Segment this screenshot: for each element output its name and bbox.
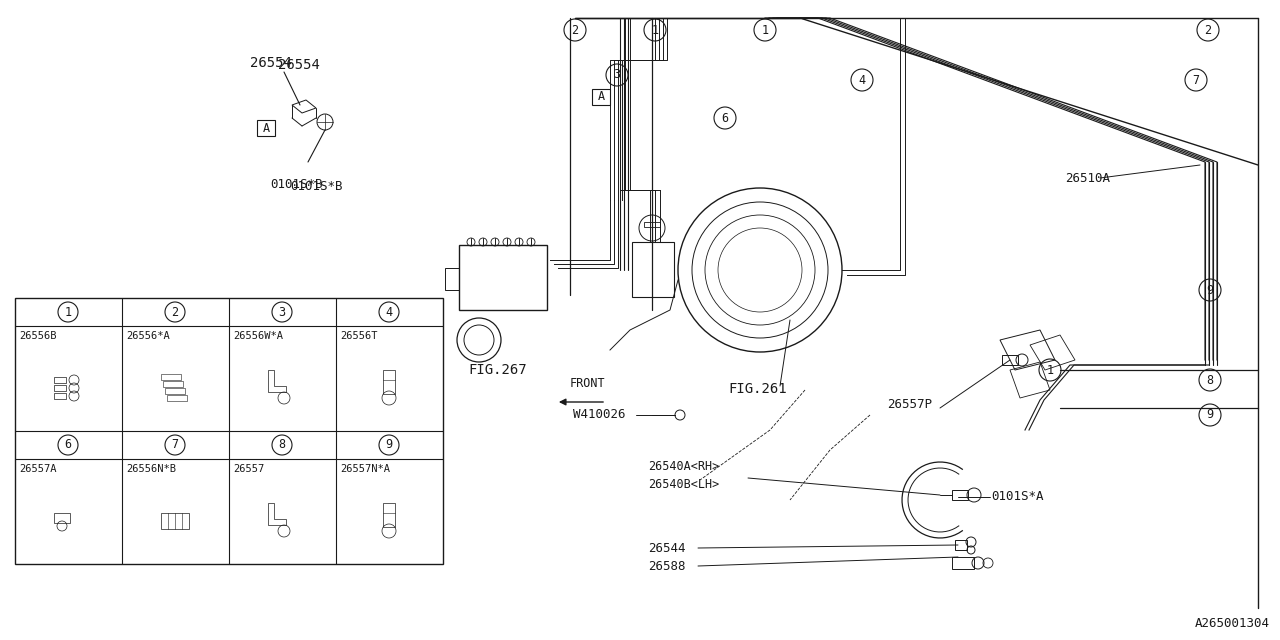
Text: 1: 1 (64, 305, 72, 319)
Text: 7: 7 (172, 438, 179, 451)
Bar (1002, 355, 1018, 365)
Text: 26540B<LH>: 26540B<LH> (648, 477, 719, 490)
Text: A: A (262, 122, 270, 134)
Text: 1: 1 (762, 24, 768, 36)
Text: 6: 6 (722, 111, 728, 125)
Bar (166, 395, 187, 401)
Text: 26556W*A: 26556W*A (233, 331, 283, 341)
Text: 26557P: 26557P (887, 399, 932, 412)
Bar (54, 385, 67, 391)
Bar (165, 388, 186, 394)
Text: 4: 4 (859, 74, 865, 86)
Text: 26556*A: 26556*A (125, 331, 170, 341)
Text: 2: 2 (571, 24, 579, 36)
Text: 26544: 26544 (648, 541, 686, 554)
Bar (591, 89, 611, 105)
Text: 7: 7 (1193, 74, 1199, 86)
Text: 26554: 26554 (278, 58, 320, 72)
Text: 6: 6 (64, 438, 72, 451)
Bar (383, 370, 396, 394)
Text: 26556T: 26556T (340, 331, 378, 341)
Text: W410026: W410026 (573, 408, 626, 422)
Bar (161, 374, 180, 380)
Text: 4: 4 (385, 305, 393, 319)
Text: 9: 9 (1207, 284, 1213, 296)
Text: 26554: 26554 (250, 56, 292, 70)
Bar (383, 503, 396, 527)
Bar (460, 245, 547, 310)
Text: 1: 1 (652, 24, 659, 36)
Text: 26556N*B: 26556N*B (125, 464, 177, 474)
Bar (54, 393, 67, 399)
Bar (644, 222, 660, 227)
Bar (54, 513, 70, 523)
Text: 0101S*A: 0101S*A (991, 490, 1043, 504)
Text: 0101S*B: 0101S*B (291, 179, 343, 193)
Bar (952, 557, 974, 569)
Text: 26557: 26557 (233, 464, 264, 474)
Bar (445, 268, 460, 290)
Text: 3: 3 (613, 68, 621, 81)
Text: 8: 8 (279, 438, 285, 451)
Text: 1: 1 (1047, 364, 1053, 376)
Text: 3: 3 (279, 305, 285, 319)
Bar (54, 377, 67, 383)
Text: 26557N*A: 26557N*A (340, 464, 390, 474)
Text: A265001304: A265001304 (1196, 617, 1270, 630)
Text: FRONT: FRONT (570, 377, 605, 390)
Bar (161, 513, 189, 529)
Bar (163, 381, 183, 387)
Bar (952, 490, 968, 500)
Text: 8: 8 (1207, 374, 1213, 387)
Text: 26588: 26588 (648, 559, 686, 573)
Text: FIG.261: FIG.261 (728, 382, 787, 396)
Text: 9: 9 (1207, 408, 1213, 422)
Text: FIG.267: FIG.267 (468, 363, 526, 377)
Text: 0101S*B: 0101S*B (270, 177, 323, 191)
Text: 26540A<RH>: 26540A<RH> (648, 461, 719, 474)
Bar (955, 540, 966, 550)
Bar (257, 120, 275, 136)
Text: 26556B: 26556B (19, 331, 56, 341)
Text: 2: 2 (1204, 24, 1212, 36)
Bar (632, 242, 675, 297)
Bar (15, 298, 443, 564)
Text: 9: 9 (385, 438, 393, 451)
Text: 26557A: 26557A (19, 464, 56, 474)
Text: 26510A: 26510A (1065, 172, 1110, 184)
Text: A: A (598, 90, 604, 104)
Text: 2: 2 (172, 305, 179, 319)
